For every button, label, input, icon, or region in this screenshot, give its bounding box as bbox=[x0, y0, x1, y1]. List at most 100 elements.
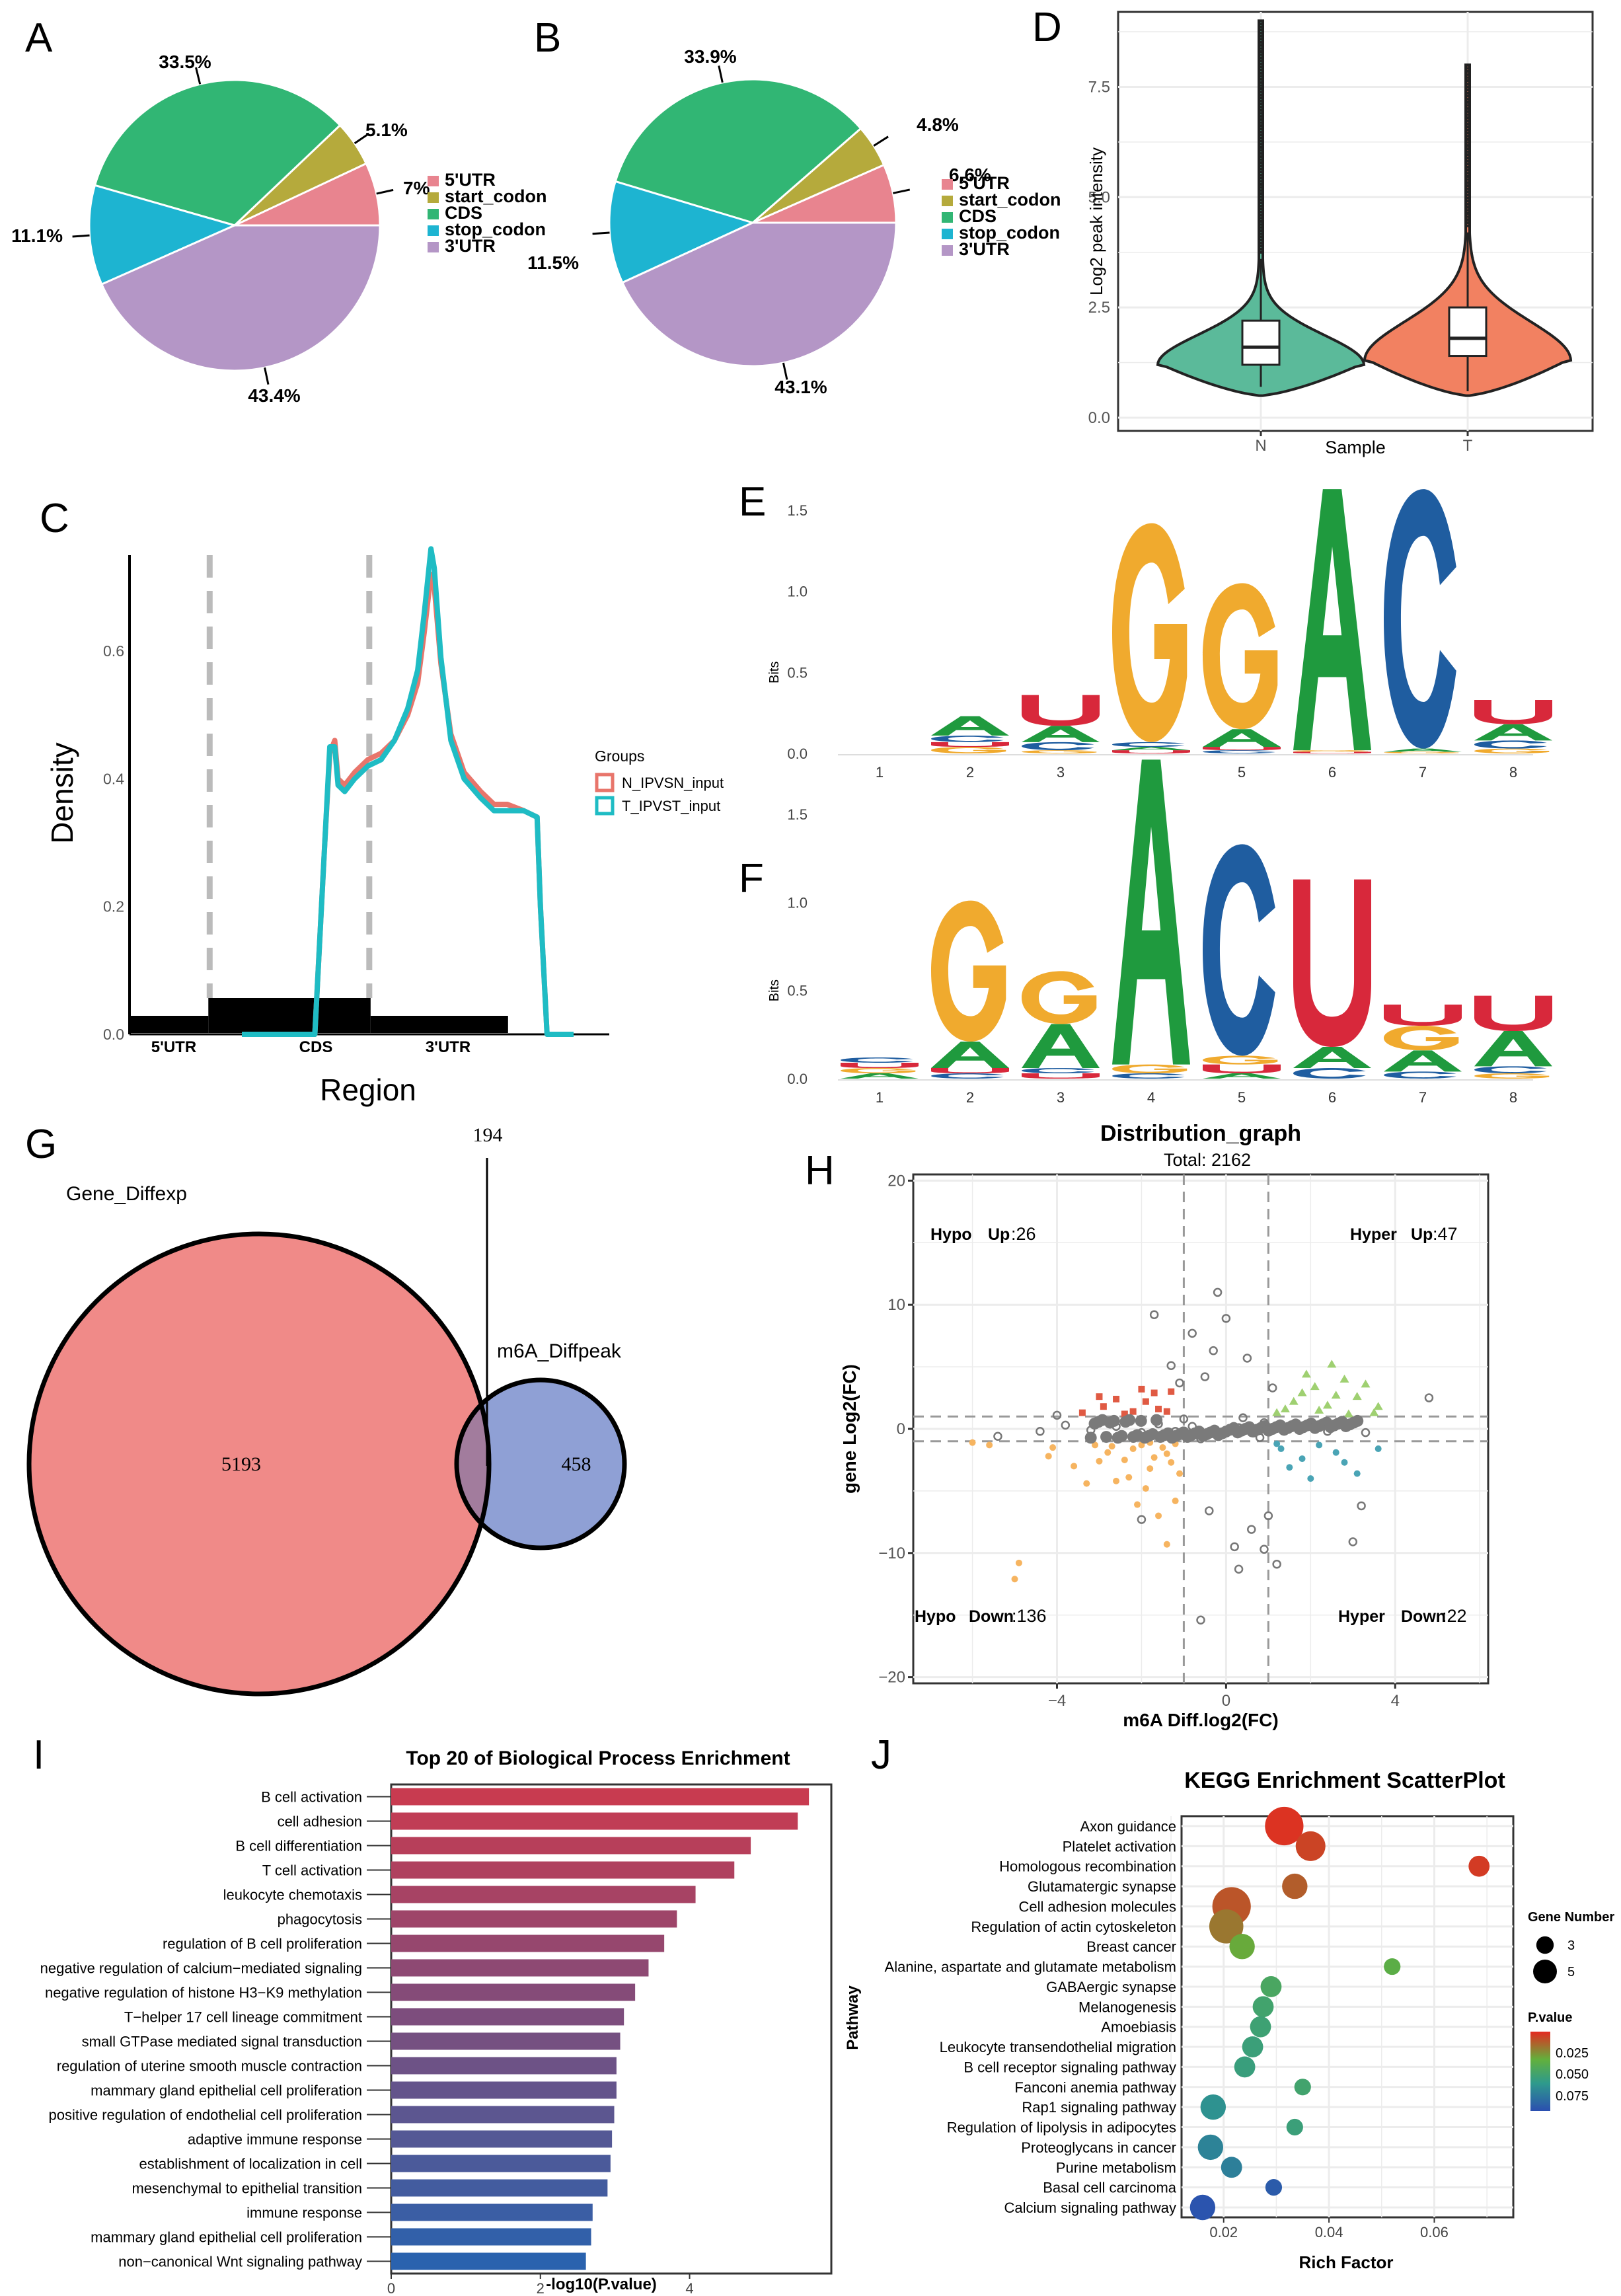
point-not_sig bbox=[1187, 1328, 1197, 1338]
point-dense-cluster bbox=[1127, 1431, 1140, 1443]
point-dense-cluster bbox=[1247, 1426, 1260, 1438]
outlier-point bbox=[1259, 164, 1263, 168]
point-dense-cluster bbox=[1308, 1422, 1321, 1434]
logo-letter-a bbox=[1203, 1073, 1281, 1079]
logo-letter-a bbox=[1384, 748, 1462, 752]
y-tick-label: 0 bbox=[897, 1420, 905, 1438]
point-hyper_up bbox=[1314, 1405, 1324, 1414]
position-label: 3 bbox=[1057, 764, 1065, 781]
outlier-point bbox=[1466, 193, 1470, 197]
y-tick-label: 7.5 bbox=[1088, 78, 1110, 96]
logo-letter-c bbox=[1384, 1071, 1456, 1079]
point-hyper_up bbox=[1272, 1408, 1282, 1416]
pie-slice-label: 4.8% bbox=[917, 114, 959, 135]
outlier-point bbox=[1259, 118, 1263, 122]
legend-swatch bbox=[428, 225, 439, 236]
logo-letter-a bbox=[1112, 759, 1190, 1065]
point-hypo_up bbox=[1150, 1389, 1158, 1397]
outlier-point bbox=[1259, 232, 1263, 235]
point-hyper_up bbox=[1322, 1400, 1332, 1409]
pie-chart-a: 7% 5.1% 33.5% 11.1% 43.4% 5'UTRstart_codonCDS… bbox=[11, 52, 547, 406]
point-hyper_up bbox=[1297, 1388, 1307, 1397]
point-hypo_up bbox=[1100, 1403, 1107, 1410]
quadrant-count: :136 bbox=[1012, 1606, 1047, 1626]
bar-category-label: mesenchymal to epithelial transition bbox=[132, 2180, 362, 2197]
pie-leader-line bbox=[718, 65, 724, 83]
quadrant-direction: Down bbox=[969, 1607, 1014, 1626]
outlier-point bbox=[1259, 250, 1263, 254]
point-not_sig bbox=[1205, 1506, 1214, 1515]
logo-letter-u bbox=[1022, 1073, 1100, 1079]
x-tick-label: 0.02 bbox=[1209, 2224, 1238, 2240]
logo-letter-c bbox=[1474, 740, 1547, 749]
logo-letter-a bbox=[1384, 1050, 1462, 1072]
outlier-point bbox=[1259, 139, 1263, 143]
y-axis-label: Bits bbox=[767, 979, 782, 1001]
outlier-point bbox=[1259, 93, 1263, 96]
logo-letter-c bbox=[1112, 1073, 1185, 1079]
outlier-point bbox=[1466, 113, 1470, 116]
pathway-label: Homologous recombination bbox=[999, 1858, 1176, 1875]
logo-letter-c bbox=[1293, 1068, 1366, 1079]
legend-label: start_codon bbox=[959, 190, 1061, 210]
outlier-point bbox=[1466, 104, 1470, 107]
bar-category-label: negative regulation of histone H3−K9 met… bbox=[45, 1985, 362, 2001]
position-label: 5 bbox=[1238, 764, 1246, 781]
pie-slice bbox=[88, 184, 238, 286]
outlier-point bbox=[1466, 156, 1470, 160]
y-tick-label: 5.0 bbox=[1088, 188, 1110, 206]
quadrant-direction: Up bbox=[988, 1225, 1010, 1244]
x-tick-label: T bbox=[1463, 437, 1473, 455]
pathway-label: Axon guidance bbox=[1080, 1818, 1176, 1835]
legend-swatch bbox=[428, 176, 439, 186]
bar-category-label: mammary gland epithelial cell proliferat… bbox=[91, 2083, 362, 2099]
outlier-point bbox=[1259, 210, 1263, 214]
legend-label: 5'UTR bbox=[445, 170, 496, 190]
pathway-point bbox=[1468, 1855, 1490, 1877]
y-tick-label: 0.6 bbox=[103, 642, 124, 660]
set-b-name: m6A_Diffpeak bbox=[497, 1340, 622, 1362]
pie-slice bbox=[614, 78, 862, 224]
logo-letter-a bbox=[1474, 1031, 1552, 1067]
point-hypo_up bbox=[1163, 1408, 1170, 1415]
bar bbox=[391, 2008, 624, 2026]
outlier-point bbox=[1259, 180, 1263, 183]
outlier-point bbox=[1466, 202, 1470, 206]
y-axis-label: Log2 peak intensity bbox=[1086, 147, 1106, 295]
bar-category-label: regulation of uterine smooth muscle cont… bbox=[57, 2058, 362, 2075]
point-not_sig bbox=[1213, 1287, 1223, 1297]
logo-letter-a bbox=[841, 1073, 919, 1079]
position-label: 5 bbox=[1238, 1089, 1246, 1106]
logo-letter-u bbox=[1293, 751, 1371, 753]
pathway-point bbox=[1234, 2056, 1256, 2078]
venn-outline-a bbox=[26, 1231, 492, 1697]
pathway-label: Alanine, aspartate and glutamate metabol… bbox=[885, 1959, 1176, 1975]
bar-chart-i: B cell activation cell adhesion B cell dif… bbox=[40, 1747, 833, 2296]
outlier-point bbox=[1466, 73, 1470, 76]
outlier-point bbox=[1259, 219, 1263, 223]
pie-slice bbox=[608, 180, 756, 284]
legend-label: CDS bbox=[959, 206, 997, 226]
bar-category-label: mammary gland epithelial cell proliferat… bbox=[91, 2229, 362, 2246]
outlier-point bbox=[1466, 150, 1470, 153]
outlier-point bbox=[1259, 223, 1263, 226]
point-not_sig bbox=[1200, 1372, 1210, 1381]
point-not_sig bbox=[1268, 1383, 1277, 1393]
bar-category-label: immune response bbox=[246, 2205, 362, 2221]
outlier-point bbox=[1466, 181, 1470, 184]
point-dense-cluster bbox=[1262, 1424, 1275, 1437]
y-tick-label: 1.0 bbox=[787, 894, 808, 911]
point-dense-cluster bbox=[1278, 1424, 1291, 1436]
venn-diagram-g: 194 5193 458 Gene_Diffexp m6A_Diffpeak bbox=[26, 1124, 627, 1697]
logo-letter-a bbox=[1293, 1047, 1371, 1068]
legend-label: 5'UTR bbox=[959, 173, 1010, 193]
logo-letter-c bbox=[1203, 844, 1275, 1056]
point-dense-cluster bbox=[1212, 1429, 1225, 1441]
x-axis-label: -log10(P.value) bbox=[546, 2276, 657, 2293]
y-tick-label: 2.5 bbox=[1088, 299, 1110, 317]
pathway-point bbox=[1260, 1976, 1282, 1997]
point-hypo_down bbox=[1159, 1444, 1166, 1451]
point-hypo_down bbox=[1168, 1459, 1175, 1466]
legend-swatch bbox=[942, 245, 953, 256]
legend-label: stop_codon bbox=[445, 219, 546, 239]
